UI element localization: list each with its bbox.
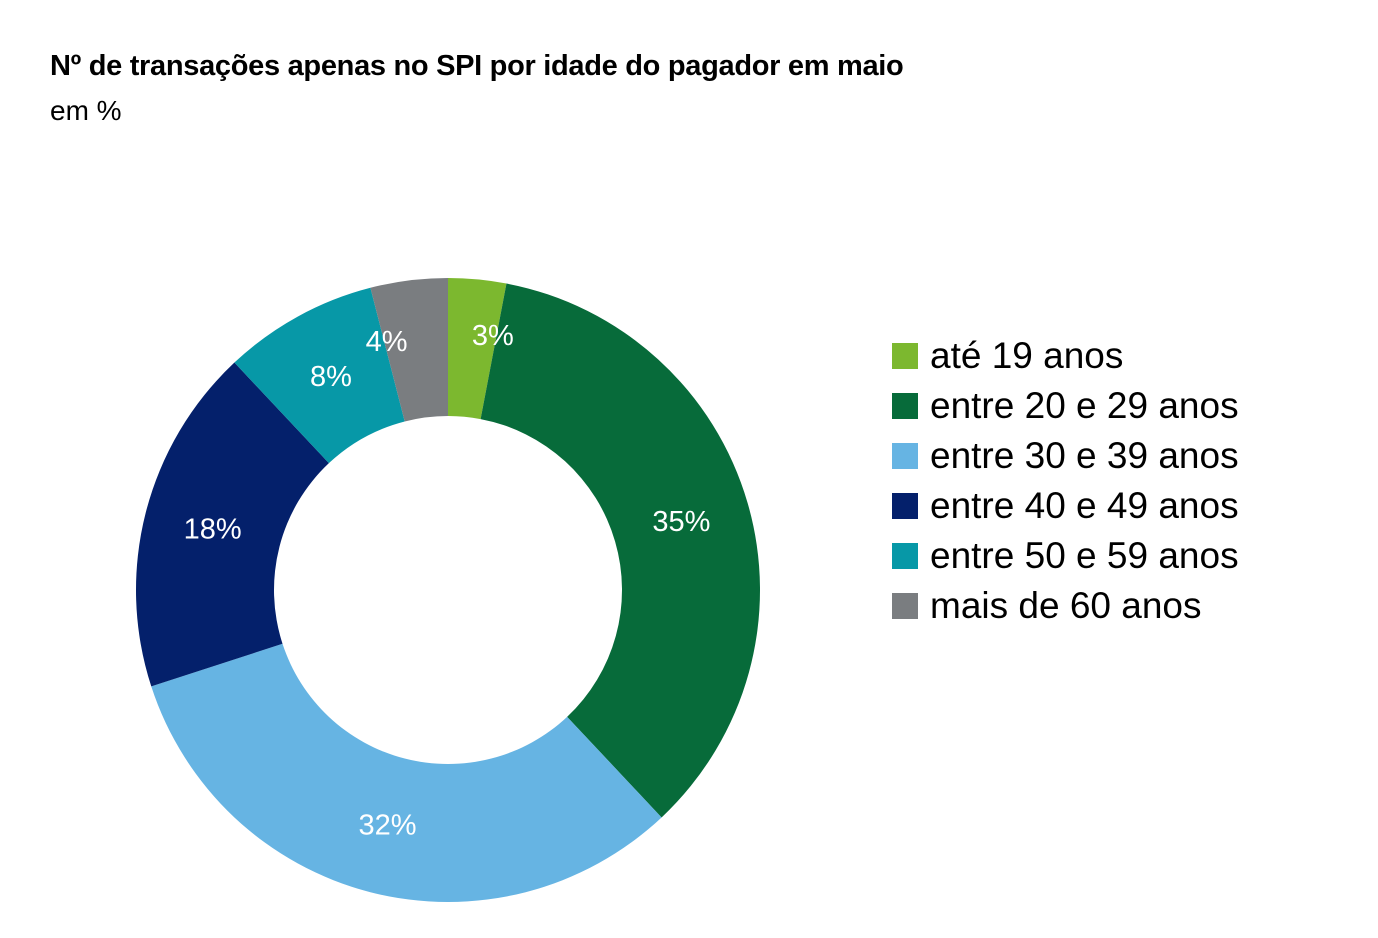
donut-slice <box>370 278 448 422</box>
slice-data-label: 4% <box>366 326 408 358</box>
donut-slice <box>448 278 507 420</box>
legend-label: até 19 anos <box>930 335 1124 376</box>
legend-item: entre 30 e 39 anos <box>892 431 1239 481</box>
legend-swatch <box>892 543 918 569</box>
legend-label: entre 30 e 39 anos <box>930 435 1239 476</box>
legend-swatch <box>892 393 918 419</box>
donut-slice <box>151 643 662 902</box>
donut-slice <box>234 287 405 464</box>
donut-slice <box>480 283 761 818</box>
chart-title: Nº de transações apenas no SPI por idade… <box>50 50 904 82</box>
slice-data-label: 32% <box>359 809 417 841</box>
slice-data-label: 3% <box>472 320 514 352</box>
legend-item: entre 20 e 29 anos <box>892 381 1239 431</box>
slice-data-label: 8% <box>310 361 352 393</box>
chart-subtitle: em % <box>50 95 122 126</box>
legend-label: entre 50 e 59 anos <box>930 535 1239 576</box>
donut-chart: 3% 35% 32% 18% 8% 4% <box>136 278 761 902</box>
legend-swatch <box>892 493 918 519</box>
legend-swatch <box>892 443 918 469</box>
legend-label: entre 40 e 49 anos <box>930 485 1239 526</box>
legend-item: até 19 anos <box>892 331 1239 381</box>
slice-data-label: 18% <box>184 514 242 546</box>
legend-item: entre 40 e 49 anos <box>892 481 1239 531</box>
donut-slice-labels: 3% 35% 32% 18% 8% 4% <box>184 320 711 841</box>
legend-label: entre 20 e 29 anos <box>930 385 1239 426</box>
chart-legend: até 19 anos entre 20 e 29 anos entre 30 … <box>892 331 1239 631</box>
donut-slice <box>136 362 329 687</box>
donut-slices <box>136 278 761 902</box>
legend-swatch <box>892 593 918 619</box>
slice-data-label: 35% <box>652 506 710 538</box>
legend-label: mais de 60 anos <box>930 585 1202 626</box>
legend-item: entre 50 e 59 anos <box>892 531 1239 581</box>
legend-swatch <box>892 343 918 369</box>
legend-item: mais de 60 anos <box>892 581 1239 631</box>
